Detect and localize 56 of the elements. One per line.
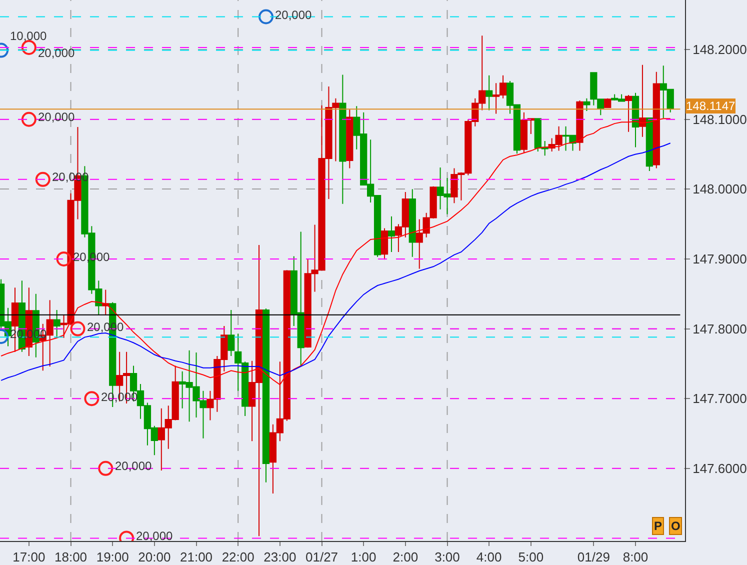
point	[70, 321, 86, 336]
candlestick	[339, 74, 346, 204]
candlestick	[486, 74, 493, 111]
point	[84, 391, 100, 406]
annotation: 20,000	[10, 327, 48, 341]
candlestick	[380, 228, 388, 260]
y-tick-label: 147.6000	[692, 460, 747, 476]
candlestick	[346, 109, 354, 169]
y-tick-label: 148.1000	[692, 112, 747, 127]
annotation: O	[671, 519, 680, 533]
x-tick-label: 18:00	[54, 550, 88, 565]
x-tick-label: 17:00	[12, 550, 46, 565]
candlestick	[583, 98, 590, 112]
x-tick-label: 20:00	[138, 550, 171, 565]
annotation: 20,000	[136, 529, 174, 543]
x-tick-label: 19:00	[96, 550, 129, 565]
x-tick-label: 01/29	[577, 550, 610, 565]
annotation: 20,000	[38, 110, 76, 124]
y-tick-label: 148.0000	[692, 182, 747, 197]
x-tick-label: 4:00	[476, 550, 502, 565]
candlestick	[604, 98, 612, 108]
candlestick	[102, 289, 110, 316]
point	[56, 251, 72, 266]
ref-line-label: 148.1147	[686, 99, 736, 113]
candlestick	[624, 94, 632, 132]
y-tick-label: 148.2000	[692, 42, 747, 58]
point	[35, 172, 50, 187]
x-tick-label: 21:00	[180, 550, 213, 565]
candlestick	[262, 308, 270, 483]
y-tick-label: 147.7000	[692, 391, 747, 406]
x-tick-label: 01/27	[305, 550, 338, 565]
x-tick-label: 1:00	[350, 550, 376, 565]
candlestick	[632, 92, 640, 148]
y-tick-label: 147.8000	[692, 321, 747, 336]
candlestick	[576, 100, 584, 152]
x-tick-label: 8:00	[622, 550, 648, 565]
annotation: 10,000	[10, 29, 48, 43]
candlestick	[228, 309, 235, 357]
candlestick	[652, 71, 660, 169]
annotation: P	[654, 519, 662, 533]
annotation: 20,000	[275, 8, 312, 22]
x-tick-label: 2:00	[392, 550, 418, 565]
x-tick-label: 5:00	[518, 550, 544, 565]
x-tick-label: 3:00	[434, 550, 460, 565]
annotation: 20,000	[115, 459, 152, 473]
annotation: 20,000	[38, 46, 76, 60]
candlestick	[388, 216, 396, 252]
x-tick-label: 23:00	[264, 550, 296, 565]
x-tick-label: 22:00	[222, 550, 254, 565]
candlestick	[408, 188, 416, 258]
y-tick-label: 147.9000	[692, 252, 747, 267]
candlestick	[53, 309, 60, 337]
point	[21, 112, 36, 127]
candlestick	[646, 117, 654, 172]
point	[98, 460, 114, 476]
candlestick	[638, 64, 646, 138]
